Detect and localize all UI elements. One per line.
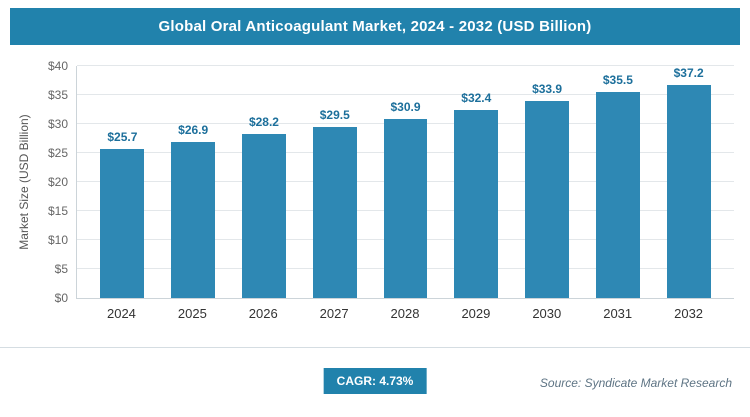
y-tick-label: $20 bbox=[47, 175, 68, 189]
bar bbox=[454, 110, 499, 298]
x-tick-label: 2028 bbox=[390, 306, 420, 321]
x-tick-label: 2026 bbox=[248, 306, 278, 321]
bar-value-label: $33.9 bbox=[532, 82, 563, 97]
bar-value-label: $28.2 bbox=[248, 115, 279, 130]
y-tick-label: $0 bbox=[54, 291, 68, 305]
bar-value-label: $37.2 bbox=[673, 66, 704, 80]
x-tick-label: 2032 bbox=[674, 306, 704, 321]
y-tick-label: $5 bbox=[54, 262, 68, 276]
gridline bbox=[77, 65, 734, 66]
bars-container: $25.7 $26.9 $28.2 $29.5 $30.9 $32.4 $33.9 $35.5… bbox=[77, 66, 734, 298]
bar bbox=[525, 101, 570, 298]
bar-value-label: $32.4 bbox=[461, 91, 492, 106]
y-tick-label: $25 bbox=[47, 146, 68, 160]
bar-value-label: $30.9 bbox=[390, 99, 421, 114]
bar-slot: $29.5 bbox=[299, 66, 370, 298]
y-tick-label: $35 bbox=[47, 88, 68, 102]
bar-value-label: $35.5 bbox=[602, 73, 633, 88]
chart-title: Global Oral Anticoagulant Market, 2024 -… bbox=[158, 18, 592, 35]
x-tick-label: 2027 bbox=[319, 306, 349, 321]
x-tick-label: 2031 bbox=[603, 306, 633, 321]
cagr-badge: CAGR: 4.73% bbox=[323, 368, 427, 394]
bar bbox=[666, 85, 711, 298]
x-tick-label: 2030 bbox=[532, 306, 562, 321]
bar-slot: $26.9 bbox=[158, 66, 229, 298]
x-tick-label: 2025 bbox=[177, 306, 207, 321]
bar-value-label: $29.5 bbox=[319, 107, 350, 122]
chart-title-bar: Global Oral Anticoagulant Market, 2024 -… bbox=[10, 8, 740, 45]
gridline bbox=[77, 94, 734, 95]
bar-slot: $37.2 bbox=[653, 66, 724, 298]
bar-value-label: $26.9 bbox=[178, 122, 209, 137]
y-axis-label-column: Market Size (USD Billion) bbox=[14, 66, 34, 298]
bar bbox=[595, 92, 640, 298]
bar bbox=[312, 126, 357, 298]
divider-line bbox=[0, 347, 750, 348]
y-tick-label: $40 bbox=[47, 59, 68, 73]
source-text: Source: Syndicate Market Research bbox=[539, 376, 732, 390]
x-axis-labels: 2024 2025 2026 2027 2028 2029 2030 2031 2032 bbox=[76, 306, 734, 321]
bar-slot: $32.4 bbox=[441, 66, 512, 298]
y-tick-label: $15 bbox=[47, 204, 68, 218]
y-tick-label: $10 bbox=[47, 233, 68, 247]
x-tick-label: 2024 bbox=[106, 306, 136, 321]
bar-slot: $35.5 bbox=[582, 66, 653, 298]
x-tick-label: 2029 bbox=[461, 306, 491, 321]
y-tick-label: $30 bbox=[47, 117, 68, 131]
bar-slot: $30.9 bbox=[370, 66, 441, 298]
bar-slot: $25.7 bbox=[87, 66, 158, 298]
bar-slot: $33.9 bbox=[512, 66, 583, 298]
y-axis-label: Market Size (USD Billion) bbox=[17, 114, 31, 250]
bar-value-label: $25.7 bbox=[107, 129, 138, 144]
bar bbox=[171, 141, 216, 298]
bar bbox=[242, 134, 286, 298]
bar-slot: $28.2 bbox=[229, 66, 300, 298]
plot-area: $25.7 $26.9 $28.2 $29.5 $30.9 $32.4 $33.9 $35.5… bbox=[76, 65, 734, 299]
bar bbox=[100, 148, 145, 298]
chart-area: Market Size (USD Billion) $0 $5 $10 $15 $20 $… bbox=[14, 59, 734, 305]
y-axis: $0 $5 $10 $15 $20 $25 $30 $35 $40 bbox=[34, 59, 76, 305]
bar bbox=[383, 118, 428, 298]
